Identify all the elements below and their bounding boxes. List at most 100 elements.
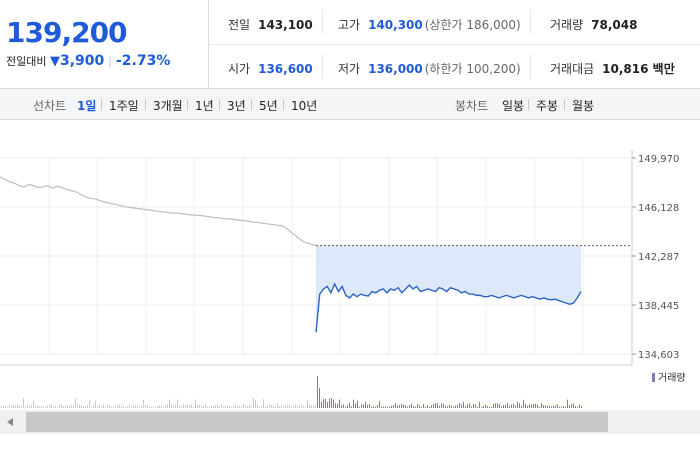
volume-bar (407, 406, 408, 408)
volume-bar (19, 405, 20, 408)
volume-bar (261, 406, 262, 408)
volume-bar (281, 405, 282, 408)
volume-bar (217, 404, 218, 408)
y-axis-ticks: 149,970 146,128 142,287 138,445 134,603 (632, 154, 679, 361)
volume-bar (439, 405, 440, 408)
volume-bar (389, 406, 390, 408)
volume-bar (313, 405, 314, 408)
volume-bar (221, 404, 222, 408)
change-label: 전일대비 (6, 55, 47, 68)
tab-1year[interactable]: 1년 (195, 99, 214, 113)
stat-label: 시가 (228, 62, 251, 76)
volume-bar (441, 403, 442, 408)
volume-bar (457, 404, 458, 408)
today-price-line (315, 282, 582, 333)
volume-bar (579, 404, 580, 408)
volume-bar (243, 404, 244, 408)
volume-bar (413, 406, 414, 408)
tab-1day[interactable]: 1일 (77, 99, 97, 113)
volume-bar (43, 406, 44, 408)
stat-low: 저가 136,000 (하한가 100,200) (338, 60, 521, 77)
volume-bar (519, 403, 520, 408)
volume-bar (141, 405, 142, 408)
tab-3year[interactable]: 3년 (227, 99, 246, 113)
volume-bar (571, 404, 572, 408)
volume-bar (223, 406, 224, 408)
tab-1week[interactable]: 1주일 (109, 99, 139, 113)
volume-bar (35, 405, 36, 408)
stat-value: 136,000 (368, 62, 423, 76)
volume-bar (347, 405, 348, 408)
stat-label: 저가 (338, 62, 361, 76)
stat-note: (하한가 100,200) (424, 62, 521, 76)
current-price: 139,200 (6, 16, 128, 49)
volume-bar (401, 403, 402, 408)
volume-bar (87, 404, 88, 408)
volume-bars (1, 376, 582, 408)
volume-bar (365, 401, 366, 408)
volume-bar (191, 404, 192, 408)
volume-bar (199, 404, 200, 408)
volume-bar (229, 406, 230, 408)
volume-bar (317, 376, 318, 408)
volume-bar (15, 405, 16, 408)
volume-bar (509, 406, 510, 408)
stats-divider (209, 44, 700, 45)
divider (530, 55, 531, 79)
tab-daily-candle[interactable]: 일봉 (502, 99, 525, 113)
volume-bar (537, 404, 538, 408)
volume-bar (339, 399, 340, 408)
volume-bar (125, 406, 126, 408)
volume-bar (433, 403, 434, 408)
volume-bar (271, 404, 272, 408)
volume-bar (233, 405, 234, 408)
stat-value: 10,816 백만 (602, 62, 675, 76)
volume-bar (541, 403, 542, 408)
tab-3month[interactable]: 3개월 (153, 99, 183, 113)
tab-10year[interactable]: 10년 (291, 99, 318, 113)
tab-weekly-candle[interactable]: 주봉 (536, 99, 559, 113)
volume-bar (319, 388, 320, 408)
scrollbar-thumb[interactable] (26, 412, 608, 432)
volume-bar (405, 405, 406, 408)
volume-bar (481, 406, 482, 408)
tab-monthly-candle[interactable]: 월봉 (572, 99, 595, 113)
volume-bar (399, 405, 400, 408)
volume-legend-swatch (652, 373, 655, 382)
volume-bar (471, 406, 472, 408)
volume-bar (307, 399, 308, 408)
scroll-left-icon[interactable] (2, 414, 18, 430)
volume-bar (175, 404, 176, 408)
volume-bar (277, 404, 278, 408)
volume-bar (53, 406, 54, 408)
divider (219, 99, 220, 110)
volume-bar (55, 405, 56, 408)
volume-bar (275, 406, 276, 408)
volume-bar (357, 400, 358, 408)
volume-bar (189, 405, 190, 408)
volume-bar (155, 406, 156, 408)
volume-bar (521, 405, 522, 408)
volume-bar (117, 405, 118, 408)
volume-bar (237, 405, 238, 408)
volume-bar (29, 405, 30, 408)
volume-bar (331, 398, 332, 408)
volume-bar (235, 404, 236, 408)
volume-bar (93, 405, 94, 408)
chart-scrollbar[interactable] (0, 410, 700, 434)
tab-5year[interactable]: 5년 (259, 99, 278, 113)
volume-bar (545, 405, 546, 408)
volume-bar (83, 406, 84, 408)
volume-bar (143, 399, 144, 408)
volume-bar (507, 403, 508, 408)
volume-bar (5, 405, 6, 408)
volume-bar (581, 406, 582, 408)
volume-bar (287, 405, 288, 408)
volume-bar (543, 405, 544, 408)
volume-bar (187, 404, 188, 408)
volume-bar (109, 405, 110, 408)
divider (530, 10, 531, 34)
volume-bar (573, 403, 574, 408)
volume-bar (131, 406, 132, 408)
volume-bar (295, 404, 296, 408)
